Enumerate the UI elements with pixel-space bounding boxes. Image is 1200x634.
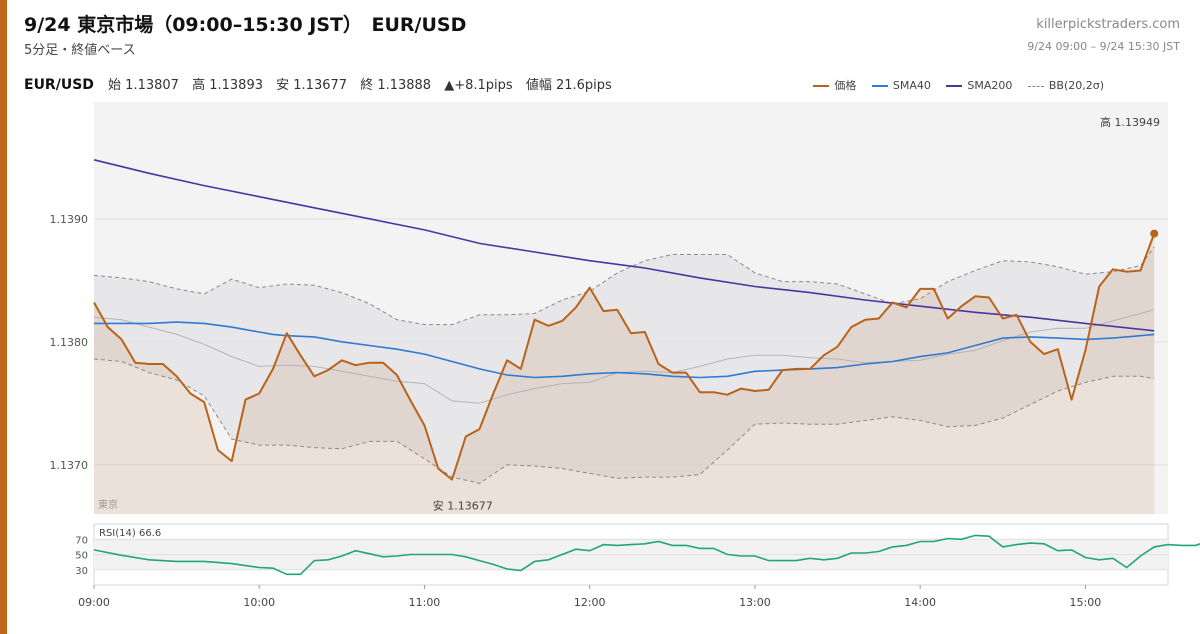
y-tick-label: 1.1380	[50, 336, 89, 349]
stats-bar: EUR/USD 始 1.13807 高 1.13893 安 1.13677 終 …	[24, 74, 621, 93]
legend-label-sma200: SMA200	[967, 79, 1013, 92]
legend-label-bb: BB(20,2σ)	[1048, 79, 1104, 92]
x-tick-label: 09:00	[78, 596, 110, 609]
sma200-line	[93, 159, 1155, 332]
open-stat: 始 1.13807	[108, 78, 179, 93]
legend-item-sma40: SMA40	[871, 79, 931, 92]
rsi-tick-label: 30	[75, 566, 88, 577]
legend-label-price: 価格	[834, 79, 857, 92]
bb-middle-line	[93, 309, 1155, 404]
rsi-line	[93, 534, 1200, 576]
change-stat: ▲+8.1pips	[444, 78, 513, 93]
time-range: 9/24 09:00 – 9/24 15:30 JST	[1027, 40, 1180, 53]
legend-item-price: 価格	[813, 77, 856, 93]
rsi-label: RSI(14) 66.6	[99, 528, 161, 539]
page-subtitle: 5分足・終値ベース	[24, 43, 136, 58]
last-price-dot	[1150, 229, 1159, 238]
legend-swatch-sma40	[871, 85, 888, 87]
legend-item-bb: BB(20,2σ)	[1027, 79, 1104, 92]
session-label: 東京	[98, 498, 118, 511]
site-name: killerpickstraders.com	[1036, 17, 1180, 32]
legend-swatch-bb	[1027, 85, 1044, 87]
page-title: 9/24 東京市場（09:00–15:30 JST） EUR/USD	[24, 14, 467, 36]
x-tick-label: 11:00	[409, 596, 441, 609]
bb-lower-line	[93, 358, 1155, 484]
pair-label: EUR/USD	[24, 77, 94, 93]
low-annotation: 安 1.13677	[433, 499, 493, 513]
rsi-tick-label: 70	[75, 535, 88, 546]
x-tick-label: 15:00	[1070, 596, 1102, 609]
x-tick-label: 10:00	[243, 596, 275, 609]
high-stat: 高 1.13893	[192, 78, 263, 93]
legend-label-sma40: SMA40	[892, 79, 931, 92]
legend-swatch-sma200	[946, 85, 963, 87]
x-tick-label: 12:00	[574, 596, 606, 609]
low-stat: 安 1.13677	[276, 78, 348, 93]
legend-swatch-price	[813, 85, 830, 87]
price-line	[93, 233, 1156, 481]
y-tick-label: 1.1370	[50, 459, 89, 472]
x-tick-label: 13:00	[739, 596, 771, 609]
rsi-tick-label: 50	[75, 551, 88, 562]
high-annotation: 高 1.13949	[1100, 115, 1160, 129]
chart-legend: 価格 SMA40 SMA200 BB(20,2σ)	[801, 77, 1104, 93]
accent-bar	[0, 0, 7, 634]
x-tick-label: 14:00	[904, 596, 936, 609]
bb-upper-line	[93, 246, 1155, 326]
y-tick-label: 1.1390	[50, 213, 89, 226]
close-stat: 終 1.13888	[360, 78, 432, 93]
legend-item-sma200: SMA200	[946, 79, 1012, 92]
range-stat: 値幅 21.6pips	[525, 78, 612, 93]
sma40-line	[94, 321, 1155, 379]
